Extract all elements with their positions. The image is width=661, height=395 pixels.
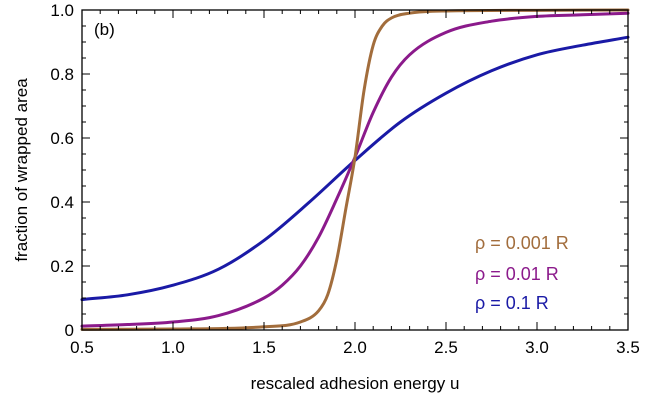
y-tick-label: 0.4: [50, 193, 74, 212]
panel-label: (b): [94, 20, 115, 39]
series-line-1: [80, 8, 630, 331]
x-tick-label: 0.5: [70, 338, 94, 357]
series-line-2: [80, 11, 630, 328]
y-axis-title: fraction of wrapped area: [12, 78, 31, 262]
x-tick-label: 2.5: [434, 338, 458, 357]
series-line-3: [80, 35, 630, 302]
series-lines: [80, 8, 630, 331]
y-tick-label: 0.8: [50, 65, 74, 84]
legend-entry-3: ρ = 0.1 R: [475, 293, 549, 313]
x-axis-title: rescaled adhesion energy u: [251, 374, 460, 393]
y-tick-label: 1.0: [50, 1, 74, 20]
y-tick-label: 0.2: [50, 257, 74, 276]
legend-entry-2: ρ = 0.01 R: [475, 264, 559, 284]
x-tick-label: 1.0: [161, 338, 185, 357]
x-tick-label: 3.5: [616, 338, 640, 357]
x-tick-label: 2.0: [343, 338, 367, 357]
axis-ticks: 0.5 1.0 1.5 2.0 2.5 3.0 3.5 0 0.2 0.4 0.6 0.8 1.0: [50, 1, 639, 357]
x-tick-label: 1.5: [252, 338, 276, 357]
y-tick-label: 0: [65, 321, 74, 340]
legend-entry-1: ρ = 0.001 R: [475, 233, 569, 253]
x-tick-label: 3.0: [525, 338, 549, 357]
legend: ρ = 0.001 R ρ = 0.01 R ρ = 0.1 R: [475, 233, 569, 313]
y-tick-label: 0.6: [50, 129, 74, 148]
